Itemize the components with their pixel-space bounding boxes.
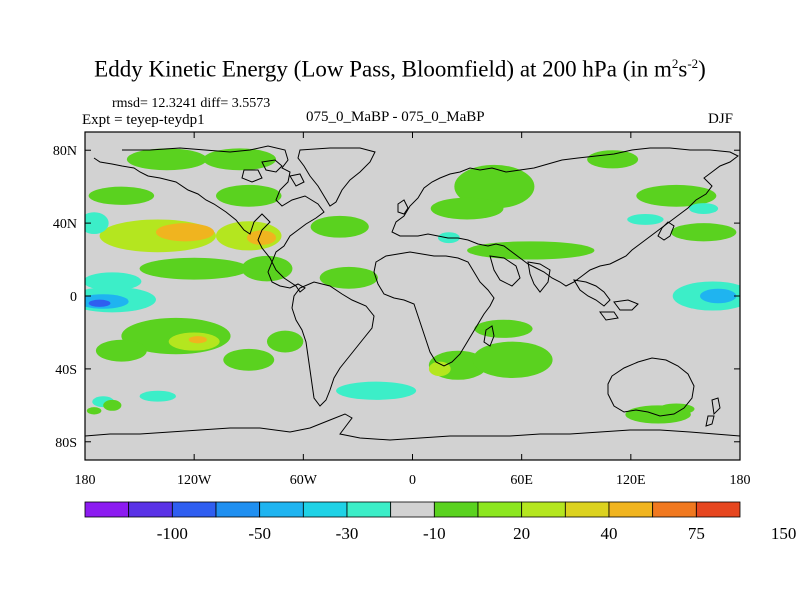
colorbar-swatch xyxy=(608,501,654,518)
region-arctic-mid xyxy=(203,148,277,171)
x-tick-label: 120W xyxy=(177,473,212,488)
region-siberia-teal xyxy=(689,203,719,214)
y-tick-label: 80S xyxy=(55,436,77,451)
coastline-south-america xyxy=(291,281,375,407)
map-axes: 180 120W 60W 0 60E 120E 180 80N 40N 0 40S 80S xyxy=(53,132,751,488)
region-central-pacific-lobe xyxy=(139,257,249,280)
coastline-uk xyxy=(397,199,409,215)
region-tropical-east-pacific-north xyxy=(85,272,142,291)
region-mexico-lobe xyxy=(241,255,293,282)
region-south-pacific-tail xyxy=(95,339,147,362)
map-plot-area xyxy=(84,131,741,461)
coastline-australia xyxy=(607,357,695,417)
expt-line: Expt = teyep-teydp1 xyxy=(82,112,205,128)
y-tick-label: 0 xyxy=(70,290,77,305)
stats-line: rmsd= 12.3241 diff= 3.5573 xyxy=(112,96,271,111)
region-north-america-core xyxy=(246,230,277,245)
title-end: ) xyxy=(698,56,706,82)
coastline-arctic-islands xyxy=(241,159,305,187)
colorbar-swatch xyxy=(302,501,348,518)
region-west-pacific-tropics-core xyxy=(699,288,737,304)
colorbar-swatch xyxy=(652,501,697,518)
coastline-southeast-asia xyxy=(573,279,639,321)
colorbar-label: -30 xyxy=(336,524,359,543)
colorbar-swatch xyxy=(433,501,479,518)
region-north-pacific-south-flank xyxy=(85,212,109,235)
coastline-antarctica xyxy=(85,413,740,441)
y-tick-label: 40N xyxy=(53,217,77,232)
colorbar-label: 20 xyxy=(513,524,530,543)
x-tick-label: 60W xyxy=(290,473,318,488)
x-tick-label: 120E xyxy=(616,473,646,488)
region-south-atlantic-teal xyxy=(336,381,417,400)
eke-regions xyxy=(85,148,740,424)
region-middle-east-band xyxy=(467,241,595,260)
coastlines xyxy=(85,145,740,441)
coastline-africa xyxy=(373,251,495,367)
colorbar-label: -10 xyxy=(423,524,446,543)
colorbar-label: -100 xyxy=(157,524,188,543)
region-south-pacific-teal xyxy=(139,390,176,402)
comparison-line: 075_0_MaBP - 075_0_MaBP xyxy=(306,109,485,125)
region-north-pacific-east xyxy=(636,184,717,207)
coastline-north-america xyxy=(93,145,325,293)
colorbar-label: 75 xyxy=(688,524,705,543)
colorbar-label: 150 xyxy=(771,524,797,543)
x-tick-label: 180 xyxy=(730,473,751,488)
region-west-pacific-band xyxy=(670,223,737,242)
colorbar-label: -50 xyxy=(248,524,271,543)
colorbar-swatch xyxy=(521,501,566,518)
region-south-america-east xyxy=(266,330,304,353)
chart-title: Eddy Kinetic Energy (Low Pass, Bloomfiel… xyxy=(0,56,800,83)
y-tick-label: 80N xyxy=(53,144,77,159)
title-unit: s xyxy=(678,56,688,82)
coastline-new-zealand xyxy=(705,397,721,427)
region-arctic-west xyxy=(126,148,207,171)
colorbar-swatch xyxy=(477,501,523,518)
coastline-greenland xyxy=(297,147,376,207)
region-east-asia-teal xyxy=(627,214,664,225)
region-north-pacific-core xyxy=(155,223,215,242)
region-north-atlantic xyxy=(310,215,369,238)
colorbar-swatch xyxy=(171,501,217,518)
region-southern-ocean-green xyxy=(103,399,122,411)
region-alaska-band xyxy=(88,186,155,205)
colorbar: -100 -50 -30 -10 20 40 75 150 xyxy=(84,501,797,543)
title-main: Eddy Kinetic Energy (Low Pass, Bloomfiel… xyxy=(94,56,672,82)
region-tropical-atlantic xyxy=(319,266,378,289)
colorbar-swatch xyxy=(390,501,435,518)
coastline-madagascar xyxy=(483,325,495,347)
coastline-europe xyxy=(391,147,739,287)
coastline-arabia-india xyxy=(489,255,551,293)
colorbar-swatch xyxy=(84,501,130,518)
colorbar-swatch xyxy=(128,501,173,518)
season-label: DJF xyxy=(708,111,734,127)
region-canada-band xyxy=(216,184,282,207)
colorbar-swatch xyxy=(346,501,392,518)
region-indian-ocean-south xyxy=(472,341,553,378)
coastline-japan xyxy=(657,221,675,241)
colorbar-swatch xyxy=(695,501,741,518)
colorbar-swatch xyxy=(215,501,261,518)
region-tropical-east-pacific-min xyxy=(88,299,111,307)
colorbar-swatch xyxy=(564,501,610,518)
y-tick-label: 40S xyxy=(55,363,77,378)
region-south-pacific-max xyxy=(188,336,207,344)
region-east-asia xyxy=(587,150,639,169)
x-tick-label: 180 xyxy=(75,473,96,488)
region-south-america-west xyxy=(223,348,275,371)
region-eurasia-north xyxy=(454,164,535,209)
map-background xyxy=(85,132,740,460)
x-tick-label: 60E xyxy=(510,473,533,488)
title-sup-2: -2 xyxy=(687,56,699,71)
x-tick-label: 0 xyxy=(409,473,416,488)
region-europe-band xyxy=(430,197,504,220)
region-indian-ocean-band xyxy=(474,319,533,338)
colorbar-swatch xyxy=(259,501,304,518)
colorbar-label: 40 xyxy=(601,524,618,543)
region-southern-ocean-dot xyxy=(86,407,102,415)
title-sup-1: 2 xyxy=(671,56,679,71)
